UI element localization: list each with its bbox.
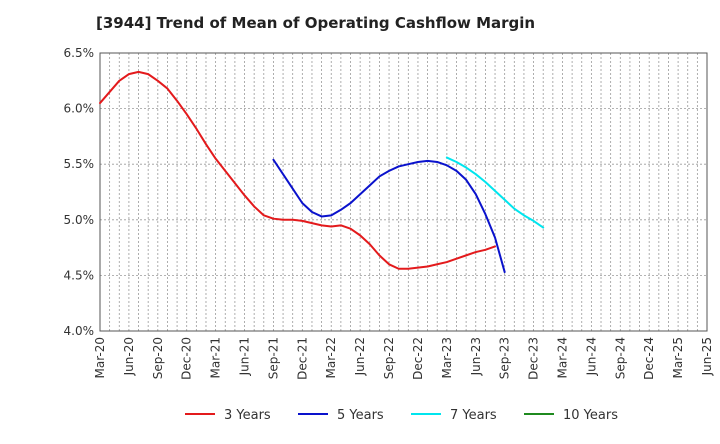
x-tick-label: Sep-23: [498, 337, 512, 379]
y-tick-label: 6.5%: [64, 46, 95, 60]
x-tick-label: Sep-24: [613, 337, 627, 379]
x-tick-label: Mar-22: [324, 337, 338, 378]
plot-area: [100, 53, 707, 331]
x-tick-label: Jun-21: [238, 337, 252, 376]
x-tick-label: Sep-20: [151, 337, 165, 379]
x-tick-label: Dec-22: [411, 337, 425, 380]
x-tick-label: Mar-25: [671, 337, 685, 378]
legend-label-10-years: 10 Years: [563, 408, 618, 423]
x-tick-label: Mar-24: [555, 337, 569, 378]
x-tick-label: Dec-21: [295, 337, 309, 380]
legend-label-5-years: 5 Years: [337, 408, 384, 423]
legend-label-7-years: 7 Years: [450, 408, 497, 423]
x-tick-label: Jun-25: [700, 337, 714, 376]
y-tick-label: 4.0%: [64, 324, 95, 338]
x-tick-label: Jun-20: [122, 337, 136, 376]
x-tick-label: Dec-23: [527, 337, 541, 380]
x-tick-label: Sep-22: [382, 337, 396, 379]
x-tick-label: Dec-20: [180, 337, 194, 380]
x-tick-label: Mar-21: [209, 337, 223, 378]
chart-title: [3944] Trend of Mean of Operating Cashfl…: [96, 14, 536, 32]
x-tick-label: Jun-23: [469, 337, 483, 376]
series-line-5-years: [272, 158, 506, 274]
plot-frame: [99, 52, 708, 332]
x-tick-label: Mar-20: [93, 337, 107, 378]
legend-label-3-years: 3 Years: [224, 408, 271, 423]
series-line-7-years: [445, 156, 545, 229]
y-tick-label: 6.0%: [64, 102, 95, 116]
y-tick-label: 4.5%: [64, 268, 95, 282]
y-tick-label: 5.0%: [64, 213, 95, 227]
x-tick-label: Mar-23: [440, 337, 454, 378]
series-line-3-years: [99, 70, 497, 270]
y-tick-label: 5.5%: [64, 157, 95, 171]
x-tick-label: Dec-24: [642, 337, 656, 380]
x-tick-label: Sep-21: [266, 337, 280, 379]
x-tick-label: Jun-22: [353, 337, 367, 376]
x-tick-label: Jun-24: [584, 337, 598, 376]
